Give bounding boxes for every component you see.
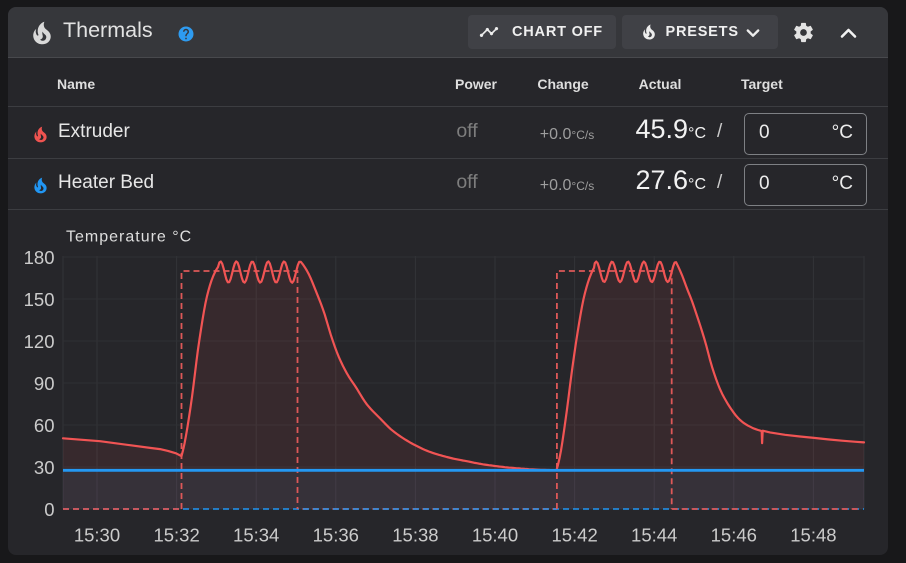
svg-text:30: 30 [34, 457, 55, 478]
svg-text:15:46: 15:46 [711, 525, 757, 546]
svg-text:180: 180 [24, 247, 55, 268]
svg-text:150: 150 [24, 289, 55, 310]
svg-text:15:38: 15:38 [392, 525, 438, 546]
svg-text:15:40: 15:40 [472, 525, 518, 546]
svg-text:90: 90 [34, 373, 55, 394]
svg-text:15:44: 15:44 [631, 525, 677, 546]
svg-text:60: 60 [34, 415, 55, 436]
svg-text:15:48: 15:48 [790, 525, 836, 546]
svg-text:15:36: 15:36 [313, 525, 359, 546]
svg-text:15:34: 15:34 [233, 525, 279, 546]
svg-text:Temperature °C: Temperature °C [66, 229, 192, 246]
svg-text:0: 0 [44, 499, 54, 520]
svg-text:120: 120 [24, 331, 55, 352]
svg-text:15:30: 15:30 [74, 525, 120, 546]
svg-text:15:42: 15:42 [551, 525, 597, 546]
svg-text:15:32: 15:32 [153, 525, 199, 546]
